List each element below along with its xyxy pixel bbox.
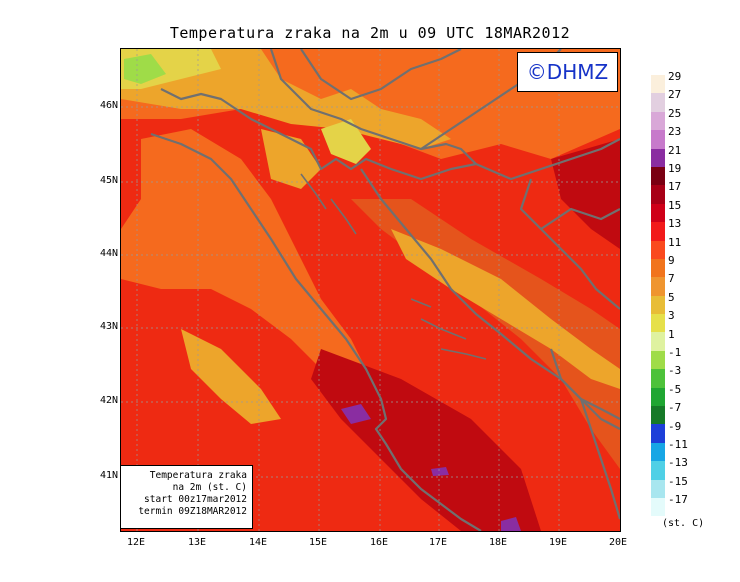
legend-swatch (651, 258, 665, 278)
legend-label: 29 (668, 70, 682, 83)
legend-label: 5 (668, 290, 675, 304)
legend-label: -15 (668, 474, 688, 488)
legend-label: 13 (668, 217, 682, 231)
land-coldest-alps (124, 54, 166, 84)
legend-swatch (651, 406, 665, 425)
legend-swatch (651, 461, 665, 480)
legend-label: -9 (668, 419, 682, 433)
legend-label: 15 (668, 198, 682, 212)
lat-tick: 45N (99, 175, 118, 186)
legend-swatch (651, 295, 665, 315)
legend-unit: (st. C) (662, 518, 705, 529)
map-title: Temperatura zraka na 2m u 09 UTC 18MAR20… (169, 24, 571, 42)
info-line-1: Temperatura zraka (149, 470, 247, 481)
lon-tick: 13E (187, 537, 207, 548)
legend-swatch (651, 332, 665, 351)
legend-swatch (651, 350, 665, 370)
coastlines (150, 49, 620, 531)
legend-swatch (651, 93, 665, 112)
sea-deep-south (311, 349, 541, 531)
lat-tick: 41N (99, 470, 118, 481)
lat-tick: 44N (99, 248, 118, 259)
legend-swatch (651, 130, 665, 149)
legend-label: -1 (668, 346, 682, 359)
legend-label: 1 (668, 327, 675, 341)
legend-label: -5 (668, 382, 682, 396)
land-cool-istria (261, 129, 321, 189)
hot-spot-3 (431, 467, 449, 476)
legend-swatch (651, 369, 665, 388)
land-warm-italy (121, 129, 371, 389)
legend-swatch (651, 442, 665, 462)
legend-label: 21 (668, 143, 682, 157)
legend-swatch (651, 75, 665, 94)
legend-swatch (651, 203, 665, 223)
legend-swatch (651, 314, 665, 333)
legend-swatch (651, 148, 665, 167)
legend-swatch (651, 424, 665, 443)
lat-tick: 42N (99, 395, 118, 406)
legend-label: -17 (668, 493, 688, 507)
legend-swatch (651, 166, 665, 186)
legend-swatch (651, 111, 665, 131)
lon-tick: 15E (308, 537, 328, 548)
color-legend (651, 75, 665, 517)
legend-label: 27 (668, 88, 682, 102)
legend-swatch (651, 277, 665, 296)
legend-swatch (651, 185, 665, 204)
lon-tick: 18E (488, 537, 508, 548)
legend-label: 19 (668, 162, 682, 175)
legend-label: 3 (668, 309, 675, 323)
legend-swatch (651, 240, 665, 259)
lon-tick: 16E (369, 537, 389, 548)
lon-tick: 17E (428, 537, 448, 548)
dhmz-logo: ©DHMZ (517, 52, 618, 92)
land-cool-apennine (181, 329, 281, 424)
legend-label: -3 (668, 364, 682, 378)
lon-tick: 19E (548, 537, 568, 548)
graticule (121, 49, 620, 531)
legend-swatch (651, 387, 665, 407)
islands (300, 173, 487, 360)
legend-swatch (651, 497, 665, 517)
legend-label: 11 (668, 235, 682, 249)
legend-label: 23 (668, 125, 682, 139)
legend-label: 9 (668, 254, 675, 267)
legend-swatch (651, 222, 665, 241)
info-line-4: termin 09Z18MAR2012 (138, 506, 247, 517)
land-cold-gorski (321, 119, 371, 164)
legend-label: -11 (668, 438, 688, 451)
land-deep-east (551, 139, 620, 249)
temperature-map (120, 48, 621, 532)
lat-tick: 43N (99, 321, 118, 332)
legend-swatch (651, 479, 665, 498)
lon-tick: 14E (248, 537, 268, 548)
land-cool-north (121, 49, 451, 149)
legend-label: 25 (668, 106, 682, 120)
legend-label: -7 (668, 401, 682, 415)
info-line-3: start 00z17mar2012 (144, 494, 247, 505)
lat-tick: 46N (99, 100, 118, 111)
lon-tick: 20E (608, 537, 628, 548)
lon-tick: 12E (126, 537, 146, 548)
legend-label: 7 (668, 272, 675, 286)
temperature-field (121, 49, 620, 531)
hot-spot-1 (341, 404, 371, 424)
legend-label: -13 (668, 456, 688, 470)
hot-spot-2 (501, 517, 521, 531)
legend-label: 17 (668, 180, 682, 194)
land-cool-dinaric (391, 229, 620, 389)
info-box: Temperatura zraka na 2m (st. C) start 00… (120, 465, 253, 529)
info-line-2: na 2m (st. C) (172, 482, 247, 493)
